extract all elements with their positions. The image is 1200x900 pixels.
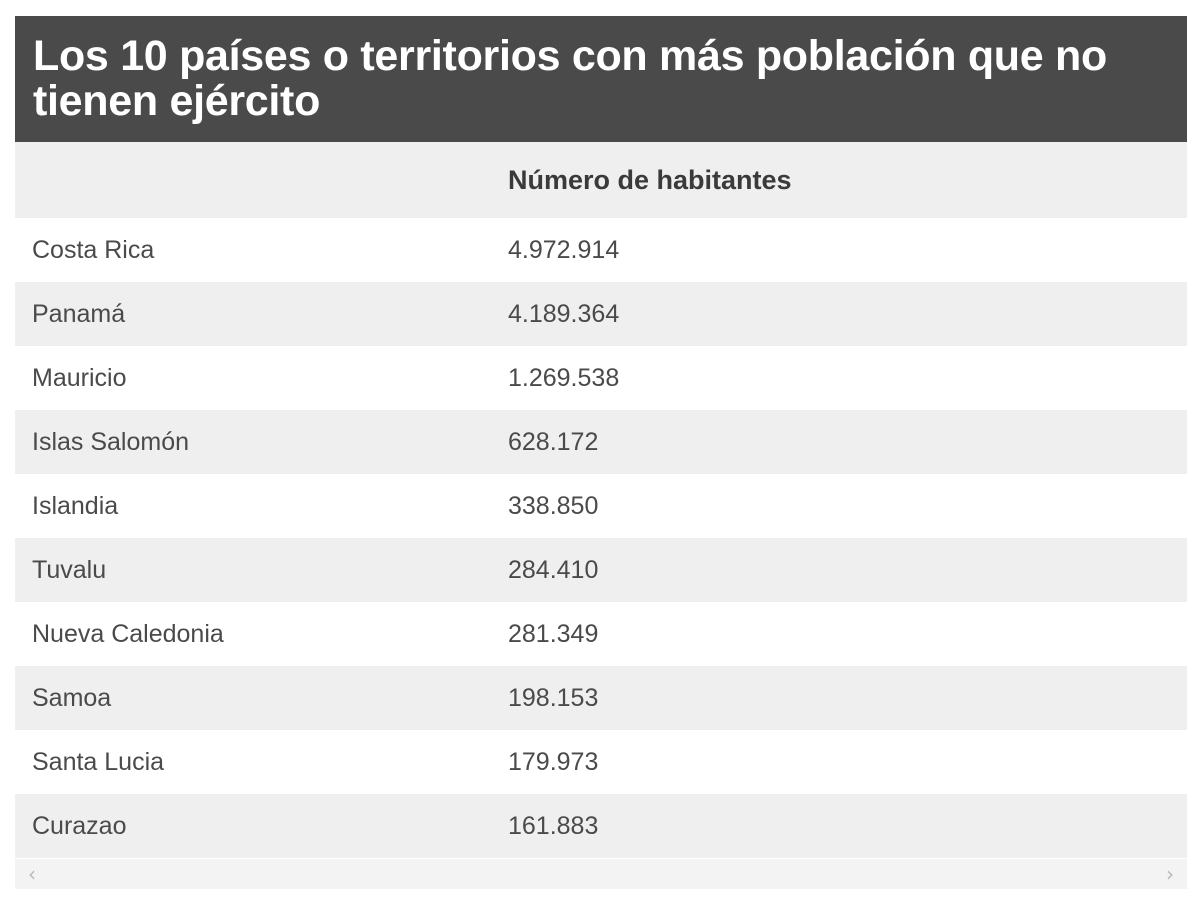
table-row: Nueva Caledonia 281.349 — [15, 602, 1187, 666]
table-row: Curazao 161.883 — [15, 794, 1187, 858]
country-cell: Tuvalu — [15, 538, 491, 602]
chevron-right-icon[interactable]: › — [1166, 862, 1174, 886]
column-header-country — [15, 142, 491, 218]
table-row: Santa Lucia 179.973 — [15, 730, 1187, 794]
horizontal-scrollbar[interactable]: ‹ › — [15, 859, 1187, 889]
country-cell: Costa Rica — [15, 218, 491, 282]
country-cell: Islandia — [15, 474, 491, 538]
population-cell: 1.269.538 — [491, 346, 1187, 410]
country-cell: Samoa — [15, 666, 491, 730]
table-row: Panamá 4.189.364 — [15, 282, 1187, 346]
population-cell: 281.349 — [491, 602, 1187, 666]
country-cell: Mauricio — [15, 346, 491, 410]
population-cell: 628.172 — [491, 410, 1187, 474]
population-table: Número de habitantes Costa Rica 4.972.914… — [15, 142, 1187, 858]
table-row: Islandia 338.850 — [15, 474, 1187, 538]
country-cell: Curazao — [15, 794, 491, 858]
population-cell: 284.410 — [491, 538, 1187, 602]
country-cell: Santa Lucia — [15, 730, 491, 794]
table-row: Mauricio 1.269.538 — [15, 346, 1187, 410]
population-cell: 198.153 — [491, 666, 1187, 730]
population-cell: 161.883 — [491, 794, 1187, 858]
country-cell: Islas Salomón — [15, 410, 491, 474]
header-row: Número de habitantes — [15, 142, 1187, 218]
population-cell: 179.973 — [491, 730, 1187, 794]
population-cell: 338.850 — [491, 474, 1187, 538]
table-row: Costa Rica 4.972.914 — [15, 218, 1187, 282]
country-cell: Nueva Caledonia — [15, 602, 491, 666]
column-header-population: Número de habitantes — [491, 142, 1187, 218]
title-bar: Los 10 países o territorios con más pobl… — [15, 16, 1187, 142]
table-row: Samoa 198.153 — [15, 666, 1187, 730]
population-cell: 4.189.364 — [491, 282, 1187, 346]
table-row: Tuvalu 284.410 — [15, 538, 1187, 602]
population-cell: 4.972.914 — [491, 218, 1187, 282]
country-cell: Panamá — [15, 282, 491, 346]
table-title: Los 10 países o territorios con más pobl… — [33, 32, 1107, 125]
table-body: Costa Rica 4.972.914 Panamá 4.189.364 Mauric… — [15, 218, 1187, 858]
table-row: Islas Salomón 628.172 — [15, 410, 1187, 474]
chevron-left-icon[interactable]: ‹ — [28, 862, 36, 886]
population-table-widget: Los 10 países o territorios con más pobl… — [15, 16, 1187, 889]
